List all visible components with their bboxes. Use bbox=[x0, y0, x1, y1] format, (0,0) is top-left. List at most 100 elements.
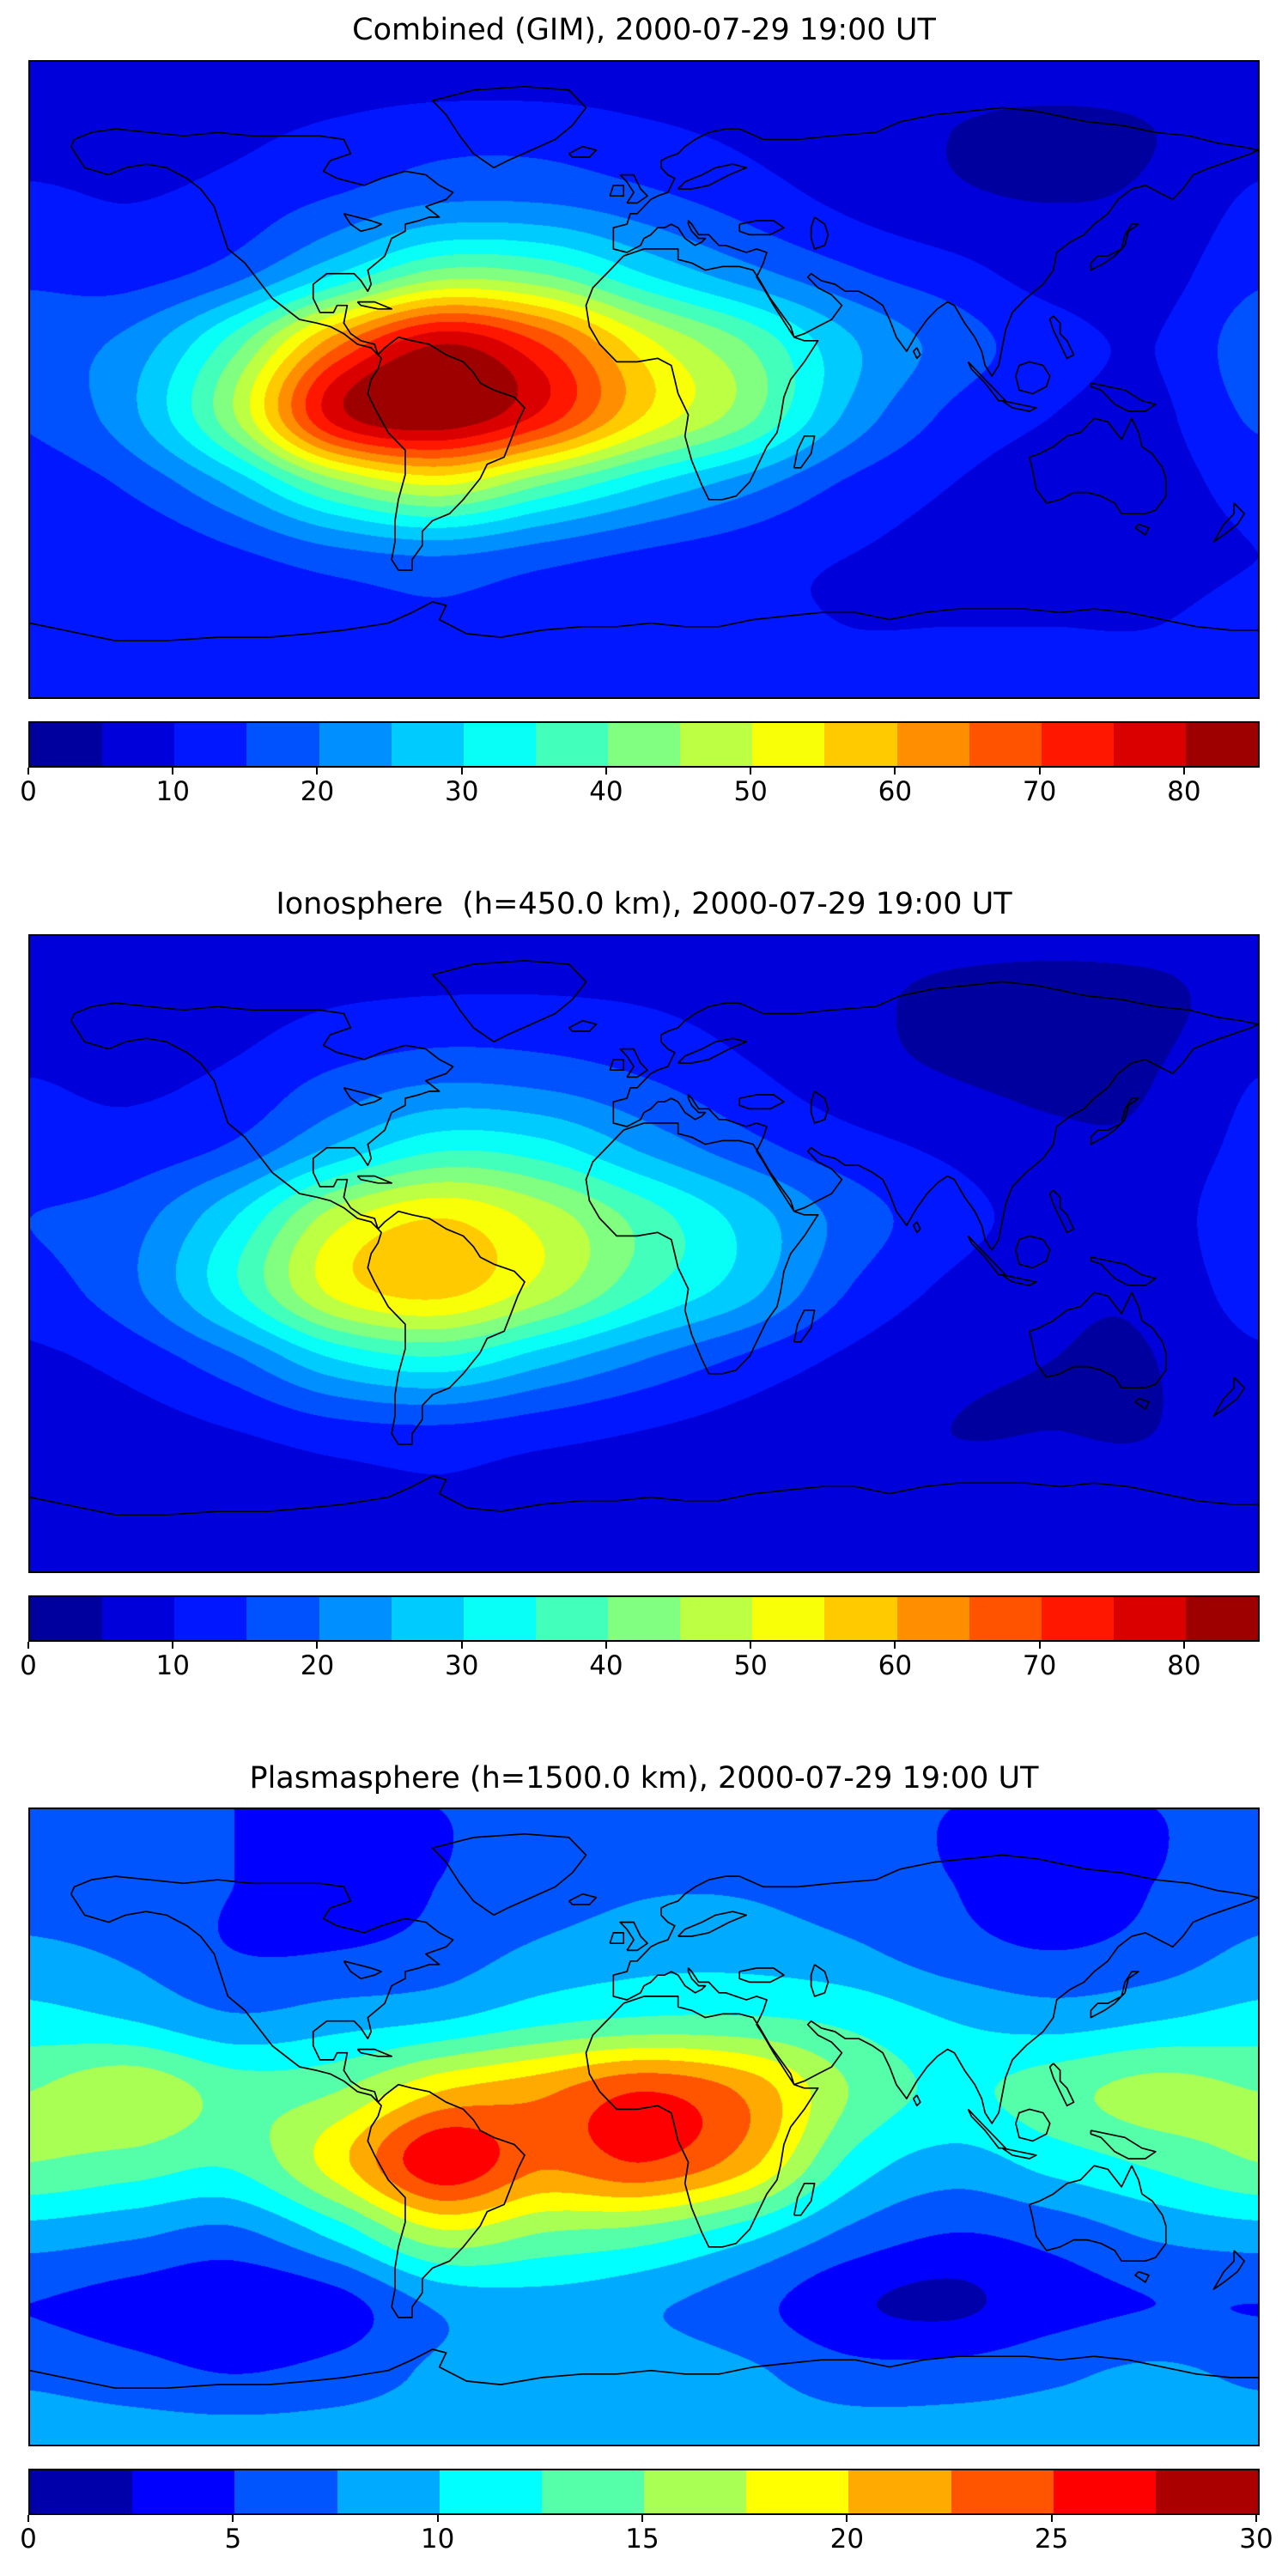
colorbar-tick-label: 0 bbox=[20, 1649, 37, 1681]
colorbar-segment bbox=[969, 722, 1042, 766]
colorbar-tick-mark bbox=[27, 1641, 29, 1649]
colorbar-tick-label: 60 bbox=[878, 775, 913, 807]
panel-title-plasmasphere: Plasmasphere (h=1500.0 km), 2000-07-29 1… bbox=[249, 1760, 1039, 1795]
colorbar-segment bbox=[102, 722, 175, 766]
colorbar-tick-mark bbox=[846, 2515, 848, 2523]
tec-contour-canvas-combined bbox=[30, 61, 1258, 697]
colorbar-tick-label: 80 bbox=[1167, 775, 1201, 807]
colorbar-segment bbox=[752, 722, 825, 766]
colorbar-tick-label: 0 bbox=[20, 775, 37, 807]
map-ionosphere bbox=[28, 933, 1260, 1573]
colorbar-segment bbox=[319, 1596, 392, 1640]
colorbar-segment bbox=[1186, 722, 1259, 766]
colorbar-segment bbox=[234, 2470, 337, 2514]
colorbar-tick-label: 40 bbox=[589, 775, 623, 807]
panel-plasmasphere: Plasmasphere (h=1500.0 km), 2000-07-29 1… bbox=[0, 1760, 1288, 2561]
colorbar-tick-mark bbox=[172, 767, 174, 775]
colorbar-segment bbox=[439, 2470, 542, 2514]
coastline-path bbox=[30, 1833, 1258, 2390]
colorbar-segment bbox=[969, 1596, 1042, 1640]
tec-contour-canvas-ionosphere bbox=[30, 935, 1258, 1571]
panel-title-ionosphere: Ionosphere (h=450.0 km), 2000-07-29 19:0… bbox=[276, 886, 1012, 921]
colorbar-segment bbox=[132, 2470, 235, 2514]
colorbar-tick-mark bbox=[27, 2515, 29, 2523]
colorbar-tick-label: 80 bbox=[1167, 1649, 1201, 1681]
colorbar-tick-mark bbox=[460, 767, 463, 775]
colorbar-tick-label: 40 bbox=[589, 1649, 623, 1681]
colorbar-segment bbox=[535, 722, 608, 766]
colorbar-segment bbox=[680, 722, 753, 766]
colorbar-segment bbox=[896, 1596, 969, 1640]
colorbar-segment bbox=[391, 1596, 464, 1640]
colorbar-combined bbox=[28, 720, 1260, 768]
colorbar-segment bbox=[1113, 1596, 1186, 1640]
colorbar-segment bbox=[30, 722, 103, 766]
colorbar-segment bbox=[680, 1596, 753, 1640]
colorbar-segment bbox=[30, 1596, 103, 1640]
colorbar-segment bbox=[1113, 722, 1186, 766]
colorbar-segment bbox=[1155, 2470, 1259, 2514]
colorbar-segment bbox=[246, 722, 319, 766]
colorbar-segment bbox=[746, 2470, 849, 2514]
panel-combined-gim: Combined (GIM), 2000-07-29 19:00 UT 0 10 2… bbox=[0, 12, 1288, 812]
colorbar-tick-label: 5 bbox=[224, 2524, 242, 2555]
colorbar-tick-label: 50 bbox=[733, 1649, 768, 1681]
colorbar-segment bbox=[896, 722, 969, 766]
colorbar-segment bbox=[1053, 2470, 1156, 2514]
colorbar-tick-label: 25 bbox=[1034, 2524, 1069, 2555]
coastline-overlay bbox=[30, 1833, 1258, 2390]
colorbar-tick-mark bbox=[1038, 767, 1041, 775]
colorbar-tick-mark bbox=[1050, 2515, 1053, 2523]
colorbar-tick-mark bbox=[750, 767, 752, 775]
colorbar-tick-mark bbox=[27, 767, 29, 775]
colorbar-tick-label: 30 bbox=[444, 1649, 479, 1681]
colorbar-tick-mark bbox=[750, 1641, 752, 1649]
colorbar-tick-label: 0 bbox=[20, 2524, 37, 2555]
colorbar-tick-mark bbox=[1038, 1641, 1041, 1649]
colorbar-segment bbox=[752, 1596, 825, 1640]
colorbar-tick-label: 20 bbox=[300, 1649, 335, 1681]
colorbar-segment bbox=[608, 722, 681, 766]
colorbar-tick-mark bbox=[316, 767, 319, 775]
colorbar-tick-mark bbox=[1255, 2515, 1257, 2523]
colorbar-segment bbox=[824, 1596, 897, 1640]
colorbar-segment bbox=[1041, 722, 1114, 766]
colorbar-ticks-ionosphere: 0 10 20 30 40 50 60 70 80 bbox=[20, 1641, 1256, 1686]
colorbar-segment bbox=[30, 2470, 133, 2514]
colorbar-tick-label: 20 bbox=[300, 775, 335, 807]
colorbar-tick-mark bbox=[232, 2515, 234, 2523]
colorbar-segment bbox=[463, 722, 536, 766]
colorbar-tick-label: 50 bbox=[733, 775, 768, 807]
colorbar-segment bbox=[174, 722, 247, 766]
colorbar-segment bbox=[174, 1596, 247, 1640]
colorbar-segment bbox=[337, 2470, 440, 2514]
colorbar-segment bbox=[951, 2470, 1054, 2514]
colorbar-tick-mark bbox=[436, 2515, 439, 2523]
colorbar-segment bbox=[391, 722, 464, 766]
colorbar-segment bbox=[319, 722, 392, 766]
colorbar-tick-mark bbox=[894, 767, 896, 775]
colorbar-ionosphere bbox=[28, 1595, 1260, 1642]
coastline-overlay bbox=[30, 959, 1258, 1516]
colorbar-segment bbox=[608, 1596, 681, 1640]
coastline-overlay bbox=[30, 85, 1258, 641]
colorbar-ticks-plasmasphere: 0 5 10 15 20 25 30 bbox=[20, 2515, 1273, 2560]
colorbar-tick-label: 10 bbox=[155, 775, 190, 807]
colorbar-tick-label: 60 bbox=[878, 1649, 913, 1681]
colorbar-tick-mark bbox=[605, 767, 607, 775]
map-combined bbox=[28, 59, 1260, 699]
colorbar-tick-label: 30 bbox=[1239, 2524, 1273, 2555]
colorbar-segment bbox=[535, 1596, 608, 1640]
colorbar-segment bbox=[1041, 1596, 1114, 1640]
colorbar-tick-mark bbox=[605, 1641, 607, 1649]
colorbar-ticks-combined: 0 10 20 30 40 50 60 70 80 bbox=[20, 767, 1256, 812]
colorbar-tick-label: 30 bbox=[444, 775, 479, 807]
colorbar-tick-mark bbox=[1182, 767, 1185, 775]
colorbar-tick-mark bbox=[172, 1641, 174, 1649]
colorbar-segment bbox=[644, 2470, 747, 2514]
colorbar-segment bbox=[541, 2470, 645, 2514]
tec-contour-canvas-plasmasphere bbox=[30, 1809, 1258, 2445]
colorbar-tick-mark bbox=[894, 1641, 896, 1649]
map-plasmasphere bbox=[28, 1807, 1260, 2447]
panel-ionosphere: Ionosphere (h=450.0 km), 2000-07-29 19:0… bbox=[0, 886, 1288, 1686]
